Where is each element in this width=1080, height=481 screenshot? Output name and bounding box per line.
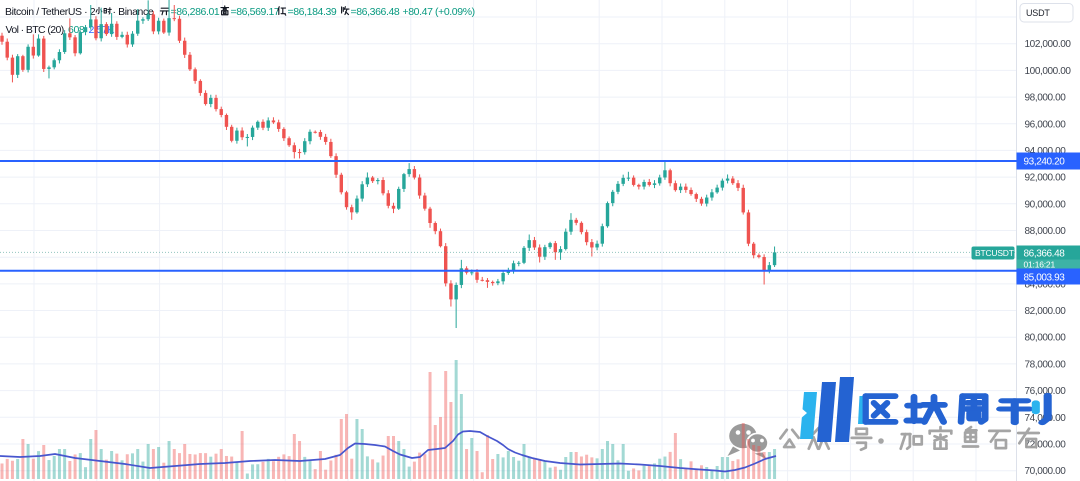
svg-text:100,000.00: 100,000.00: [1025, 66, 1072, 77]
svg-text:70,000.00: 70,000.00: [1025, 466, 1067, 477]
svg-text:90,000.00: 90,000.00: [1025, 199, 1067, 210]
svg-text:USDT: USDT: [1026, 8, 1050, 18]
svg-text:93,240.20: 93,240.20: [1024, 157, 1066, 168]
svg-text:92,000.00: 92,000.00: [1025, 173, 1067, 184]
svg-text:102,000.00: 102,000.00: [1025, 39, 1072, 50]
svg-text:82,000.00: 82,000.00: [1025, 306, 1067, 317]
svg-text:98,000.00: 98,000.00: [1025, 93, 1067, 104]
svg-text:+80.47 (+0.09%): +80.47 (+0.09%): [403, 6, 475, 18]
svg-text:96,000.00: 96,000.00: [1025, 119, 1067, 130]
svg-text:84,000.00: 84,000.00: [1025, 279, 1067, 290]
svg-text:85,003.93: 85,003.93: [1024, 273, 1066, 284]
svg-text:88,000.00: 88,000.00: [1025, 226, 1067, 237]
svg-text:76,000.00: 76,000.00: [1025, 386, 1067, 397]
svg-text:86,366.48: 86,366.48: [1024, 248, 1066, 259]
svg-text:· Binance: · Binance: [113, 6, 154, 18]
svg-text:=86,184.39: =86,184.39: [288, 6, 337, 18]
svg-text:=86,366.48: =86,366.48: [351, 6, 400, 18]
svg-text:=86,286.01: =86,286.01: [171, 6, 220, 18]
svg-text:94,000.00: 94,000.00: [1025, 146, 1067, 157]
svg-text:01:16:21: 01:16:21: [1024, 259, 1056, 269]
svg-text:BTCUSDT: BTCUSDT: [975, 248, 1014, 258]
svg-text:80,000.00: 80,000.00: [1025, 333, 1067, 344]
svg-text:Bitcoin / TetherUS · 2: Bitcoin / TetherUS · 2: [5, 6, 96, 18]
svg-text:78,000.00: 78,000.00: [1025, 359, 1067, 370]
svg-text:=86,569.17: =86,569.17: [231, 6, 280, 18]
svg-text:Vol · BTC (20): Vol · BTC (20): [6, 24, 64, 36]
svg-text:72,000.00: 72,000.00: [1025, 440, 1067, 451]
